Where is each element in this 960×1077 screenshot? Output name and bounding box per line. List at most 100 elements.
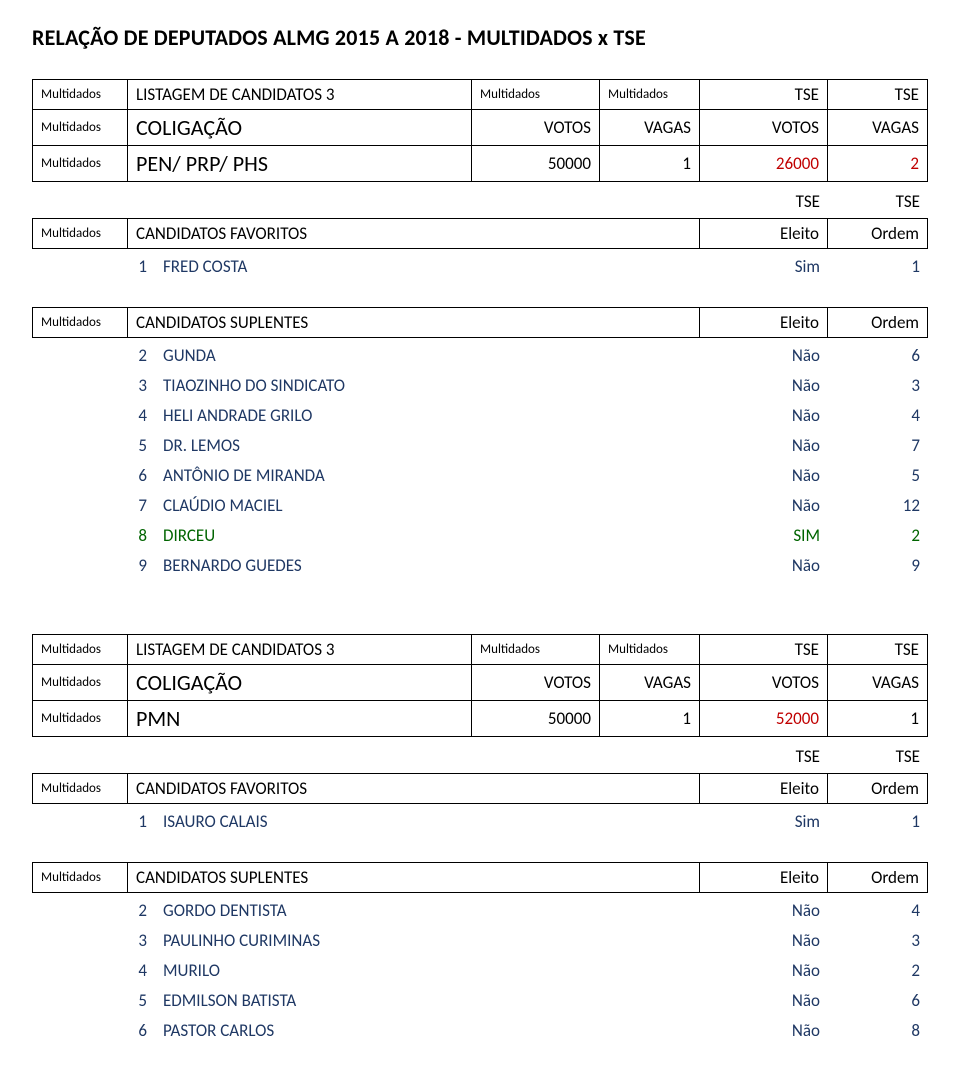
candidate-name: DR. LEMOS: [155, 430, 700, 460]
candidate-ordem: 9: [828, 550, 928, 580]
favoritos-header: MultidadosCANDIDATOS FAVORITOSEleitoOrde…: [32, 218, 928, 249]
row-number: 2: [127, 895, 155, 925]
candidate-ordem: 3: [828, 370, 928, 400]
row-number: 5: [127, 430, 155, 460]
label-votos: VOTOS: [700, 110, 828, 146]
label-ordem: Ordem: [828, 219, 928, 249]
coligacao-header-table: MultidadosLISTAGEM DE CANDIDATOS 3Multid…: [32, 634, 928, 737]
row-number: 1: [127, 806, 155, 836]
tse-subheader: TSETSE: [32, 741, 928, 771]
candidate-name: MURILO: [155, 955, 700, 985]
candidate-eleito: Não: [700, 460, 828, 490]
row-number: 5: [127, 985, 155, 1015]
row-number: 2: [127, 340, 155, 370]
candidate-eleito: Não: [700, 490, 828, 520]
label-multidados: Multidados: [600, 635, 700, 665]
tse-vagas: 2: [828, 146, 928, 182]
label-multidados: Multidados: [33, 308, 128, 338]
candidate-eleito: Sim: [700, 806, 828, 836]
candidate-name: TIAOZINHO DO SINDICATO: [155, 370, 700, 400]
candidate-eleito: Sim: [700, 251, 828, 281]
multidados-votos: 50000: [472, 701, 600, 737]
label-tse: TSE: [828, 741, 928, 771]
label-multidados: Multidados: [33, 701, 128, 737]
label-favoritos: CANDIDATOS FAVORITOS: [128, 774, 700, 804]
favoritos-header: MultidadosCANDIDATOS FAVORITOSEleitoOrde…: [32, 773, 928, 804]
party-name: PMN: [128, 701, 472, 737]
label-multidados: Multidados: [33, 146, 128, 182]
multidados-vagas: 1: [600, 146, 700, 182]
row-number: 7: [127, 490, 155, 520]
candidate-name: CLAÚDIO MACIEL: [155, 490, 700, 520]
row-number: 3: [127, 925, 155, 955]
tse-subheader: TSETSE: [32, 186, 928, 216]
label-multidados: Multidados: [33, 774, 128, 804]
candidate-name: HELI ANDRADE GRILO: [155, 400, 700, 430]
label-multidados: Multidados: [33, 665, 128, 701]
label-listagem: LISTAGEM DE CANDIDATOS 3: [128, 635, 472, 665]
row-number: 6: [127, 1015, 155, 1045]
candidate-name: GORDO DENTISTA: [155, 895, 700, 925]
row-number: 1: [127, 251, 155, 281]
label-coligacao: COLIGAÇÃO: [128, 110, 472, 146]
multidados-votos: 50000: [472, 146, 600, 182]
page-title: RELAÇÃO DE DEPUTADOS ALMG 2015 A 2018 - …: [32, 24, 928, 51]
candidate-name: BERNARDO GUEDES: [155, 550, 700, 580]
label-eleito: Eleito: [700, 219, 828, 249]
tse-votos: 52000: [700, 701, 828, 737]
candidate-eleito: Não: [700, 370, 828, 400]
favoritos-rows: 1ISAURO CALAISSim1: [32, 806, 928, 836]
label-vagas: VAGAS: [600, 665, 700, 701]
candidate-eleito: Não: [700, 985, 828, 1015]
candidate-eleito: Não: [700, 895, 828, 925]
candidate-ordem: 4: [828, 895, 928, 925]
candidate-eleito: Não: [700, 550, 828, 580]
candidate-name: PAULINHO CURIMINAS: [155, 925, 700, 955]
label-votos: VOTOS: [700, 665, 828, 701]
tse-votos: 26000: [700, 146, 828, 182]
candidate-ordem: 7: [828, 430, 928, 460]
candidate-ordem: 6: [828, 340, 928, 370]
suplentes-rows: 2GUNDANão63TIAOZINHO DO SINDICATONão34HE…: [32, 340, 928, 580]
label-suplentes: CANDIDATOS SUPLENTES: [128, 863, 700, 893]
label-ordem: Ordem: [828, 863, 928, 893]
label-multidados: Multidados: [33, 110, 128, 146]
label-vagas: VAGAS: [828, 665, 928, 701]
row-number: 8: [127, 520, 155, 550]
label-ordem: Ordem: [828, 774, 928, 804]
label-votos: VOTOS: [472, 665, 600, 701]
candidate-ordem: 2: [828, 520, 928, 550]
candidate-ordem: 1: [828, 806, 928, 836]
label-tse: TSE: [700, 741, 828, 771]
candidate-ordem: 4: [828, 400, 928, 430]
candidate-ordem: 1: [828, 251, 928, 281]
label-multidados: Multidados: [472, 635, 600, 665]
label-multidados: Multidados: [33, 80, 128, 110]
coligacao-header-table: MultidadosLISTAGEM DE CANDIDATOS 3Multid…: [32, 79, 928, 182]
candidate-ordem: 6: [828, 985, 928, 1015]
candidate-name: EDMILSON BATISTA: [155, 985, 700, 1015]
label-eleito: Eleito: [700, 774, 828, 804]
candidate-name: GUNDA: [155, 340, 700, 370]
label-multidados: Multidados: [33, 863, 128, 893]
label-votos: VOTOS: [472, 110, 600, 146]
candidate-eleito: SIM: [700, 520, 828, 550]
label-coligacao: COLIGAÇÃO: [128, 665, 472, 701]
suplentes-header: MultidadosCANDIDATOS SUPLENTESEleitoOrde…: [32, 862, 928, 893]
label-multidados: Multidados: [600, 80, 700, 110]
candidate-eleito: Não: [700, 1015, 828, 1045]
label-multidados: Multidados: [472, 80, 600, 110]
candidate-ordem: 12: [828, 490, 928, 520]
row-number: 3: [127, 370, 155, 400]
label-tse: TSE: [700, 635, 828, 665]
candidate-name: ANTÔNIO DE MIRANDA: [155, 460, 700, 490]
candidate-name: FRED COSTA: [155, 251, 700, 281]
tse-vagas: 1: [828, 701, 928, 737]
suplentes-header: MultidadosCANDIDATOS SUPLENTESEleitoOrde…: [32, 307, 928, 338]
label-tse: TSE: [700, 186, 828, 216]
label-eleito: Eleito: [700, 308, 828, 338]
candidate-ordem: 8: [828, 1015, 928, 1045]
label-tse: TSE: [828, 80, 928, 110]
label-multidados: Multidados: [33, 635, 128, 665]
candidate-eleito: Não: [700, 430, 828, 460]
